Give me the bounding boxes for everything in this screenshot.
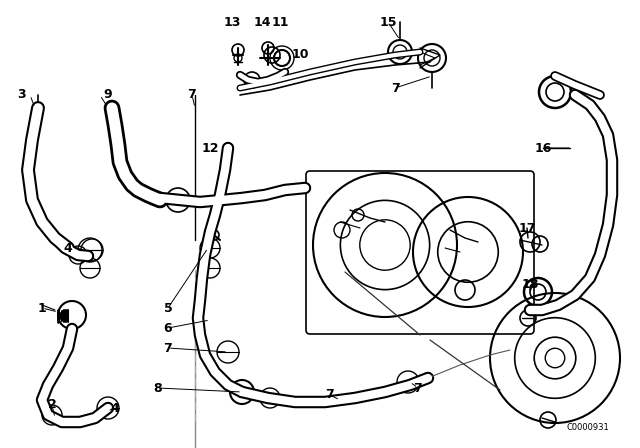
- Text: 5: 5: [164, 302, 172, 314]
- Text: 18: 18: [522, 279, 539, 292]
- Text: 7: 7: [390, 82, 399, 95]
- Text: 16: 16: [534, 142, 552, 155]
- Text: 3: 3: [18, 89, 26, 102]
- Text: 13: 13: [223, 16, 241, 29]
- Text: 17: 17: [518, 221, 536, 234]
- Text: 7: 7: [413, 382, 422, 395]
- Text: 10: 10: [291, 48, 308, 61]
- Text: 7: 7: [188, 89, 196, 102]
- Text: 8: 8: [154, 382, 163, 395]
- Text: 4: 4: [111, 401, 120, 414]
- Text: 9: 9: [104, 89, 112, 102]
- Text: 1: 1: [38, 302, 46, 314]
- Text: 6: 6: [164, 322, 172, 335]
- Text: 12: 12: [201, 142, 219, 155]
- Text: 14: 14: [253, 16, 271, 29]
- Text: 7: 7: [326, 388, 334, 401]
- Text: 11: 11: [271, 16, 289, 29]
- Text: 15: 15: [380, 16, 397, 29]
- Text: 4: 4: [63, 241, 72, 254]
- Text: 7: 7: [164, 341, 172, 354]
- Text: 2: 2: [47, 399, 56, 412]
- Text: C0000931: C0000931: [566, 423, 609, 432]
